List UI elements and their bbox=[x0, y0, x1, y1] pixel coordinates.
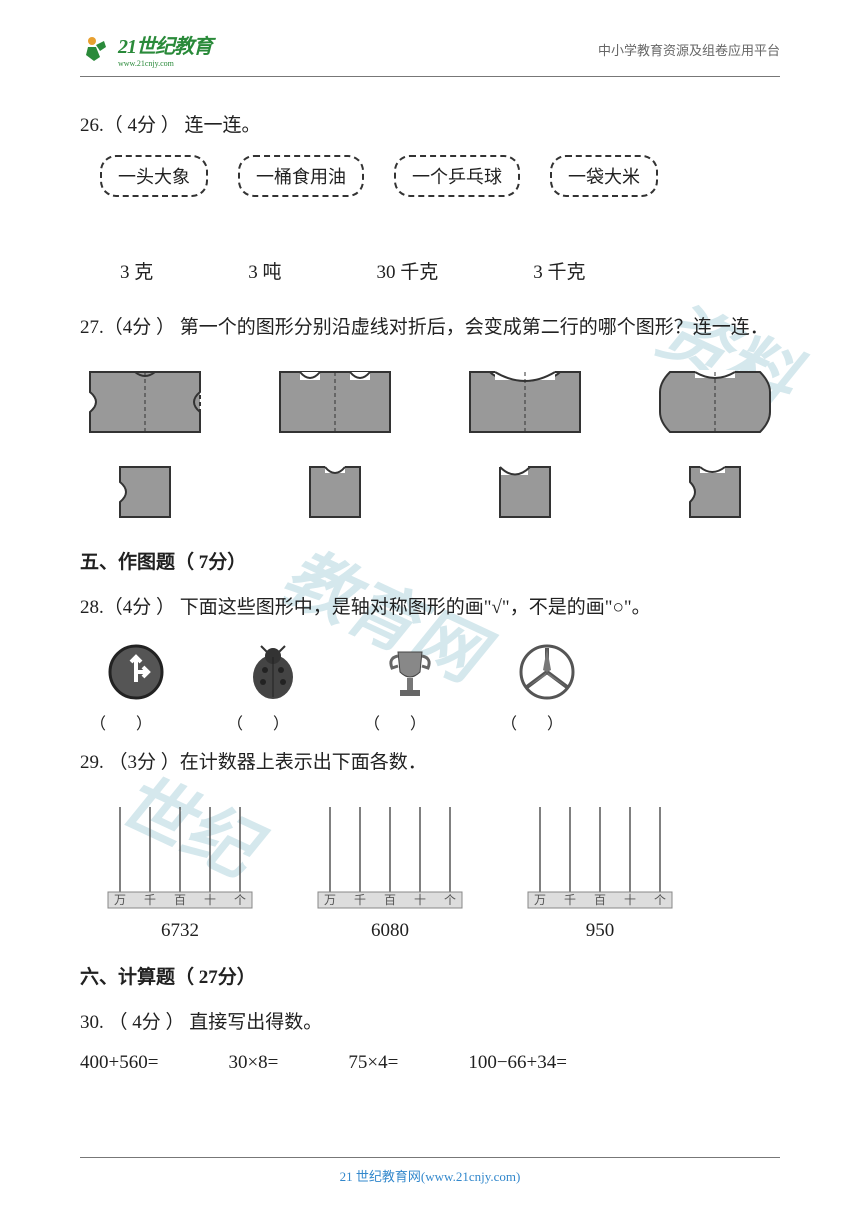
weight-label: 30 千克 bbox=[377, 257, 439, 284]
beetle-icon bbox=[243, 642, 303, 702]
logo-main-text: 21世纪教育 bbox=[118, 30, 212, 59]
svg-text:百: 百 bbox=[594, 893, 606, 907]
page-footer: 21 世纪教育网(www.21cnjy.com) bbox=[80, 1157, 780, 1186]
logo-area: 21世纪教育 www.21cnjy.com bbox=[80, 30, 212, 68]
abacus-2: 万 千 百 十 个 bbox=[310, 802, 470, 912]
svg-text:万: 万 bbox=[534, 893, 546, 907]
q29-abacus-row: 万 千 百 十 个 6732 万 千 百 十 个 6080 bbox=[100, 802, 780, 942]
calc-problem: 400+560= bbox=[80, 1052, 158, 1074]
q26-weights-row: 3 克 3 吨 30 千克 3 千克 bbox=[120, 257, 780, 284]
mercedes-icon bbox=[517, 642, 577, 702]
svg-text:千: 千 bbox=[144, 893, 156, 907]
folded-shape-1 bbox=[110, 457, 180, 527]
q27-prompt: 27.（4分 ） 第一个的图形分别沿虚线对折后，会变成第二行的哪个图形？连一连． bbox=[80, 309, 780, 347]
q26-items-row: 一头大象 一桶食用油 一个乒乓球 一袋大米 bbox=[100, 155, 780, 197]
answer-blank[interactable]: （） bbox=[227, 710, 319, 734]
answer-blank[interactable]: （） bbox=[364, 710, 456, 734]
fold-shape-3 bbox=[460, 362, 590, 442]
weight-label: 3 吨 bbox=[248, 257, 281, 284]
folded-shape-2 bbox=[300, 457, 370, 527]
svg-text:百: 百 bbox=[174, 893, 186, 907]
svg-text:千: 千 bbox=[564, 893, 576, 907]
match-item: 一个乒乓球 bbox=[394, 155, 520, 197]
answer-blank[interactable]: （） bbox=[501, 710, 593, 734]
svg-text:十: 十 bbox=[204, 893, 216, 907]
abacus-3: 万 千 百 十 个 bbox=[520, 802, 680, 912]
match-item: 一袋大米 bbox=[550, 155, 658, 197]
svg-text:十: 十 bbox=[624, 893, 636, 907]
svg-text:个: 个 bbox=[234, 893, 246, 907]
fold-shape-4 bbox=[650, 362, 780, 442]
match-item: 一头大象 bbox=[100, 155, 208, 197]
fold-shape-2 bbox=[270, 362, 400, 442]
logo-icon bbox=[80, 33, 112, 65]
svg-text:个: 个 bbox=[654, 893, 666, 907]
weight-label: 3 千克 bbox=[533, 257, 585, 284]
section5-header: 五、作图题（ 7分） bbox=[80, 547, 780, 574]
q30-prompt: 30. （ 4分 ） 直接写出得数。 bbox=[80, 1004, 780, 1042]
abacus-number: 6732 bbox=[161, 920, 199, 942]
svg-text:百: 百 bbox=[384, 893, 396, 907]
weight-label: 3 克 bbox=[120, 257, 153, 284]
q28-prompt: 28.（4分 ） 下面这些图形中，是轴对称图形的画"√"，不是的画"○"。 bbox=[80, 589, 780, 627]
svg-text:个: 个 bbox=[444, 893, 456, 907]
header-right-text: 中小学教育资源及组卷应用平台 bbox=[598, 40, 780, 59]
answer-blank[interactable]: （） bbox=[90, 710, 182, 734]
svg-text:万: 万 bbox=[114, 893, 126, 907]
calc-problem: 75×4= bbox=[348, 1052, 398, 1074]
q27-shapes-bottom bbox=[80, 457, 780, 527]
page-header: 21世纪教育 www.21cnjy.com 中小学教育资源及组卷应用平台 bbox=[80, 30, 780, 77]
fold-shape-1 bbox=[80, 362, 210, 442]
abacus-number: 950 bbox=[586, 920, 615, 942]
abacus-number: 6080 bbox=[371, 920, 409, 942]
q29-prompt: 29. （3分 ）在计数器上表示出下面各数． bbox=[80, 744, 780, 782]
match-item: 一桶食用油 bbox=[238, 155, 364, 197]
q27-shapes-top bbox=[80, 362, 780, 442]
footer-link[interactable]: 21 世纪教育网(www.21cnjy.com) bbox=[340, 1169, 521, 1184]
abacus-1: 万 千 百 十 个 bbox=[100, 802, 260, 912]
svg-text:千: 千 bbox=[354, 893, 366, 907]
calc-problem: 30×8= bbox=[228, 1052, 278, 1074]
folded-shape-3 bbox=[490, 457, 560, 527]
logo-sub-text: www.21cnjy.com bbox=[118, 59, 212, 68]
q26-prompt: 26.（ 4分 ） 连一连。 bbox=[80, 107, 780, 145]
folded-shape-4 bbox=[680, 457, 750, 527]
trophy-icon bbox=[380, 642, 440, 702]
svg-text:十: 十 bbox=[414, 893, 426, 907]
section6-header: 六、计算题（ 27分） bbox=[80, 962, 780, 989]
svg-text:万: 万 bbox=[324, 893, 336, 907]
calc-problem: 100−66+34= bbox=[468, 1052, 567, 1074]
q28-icons-row: （） （） （） （） bbox=[90, 642, 780, 734]
sign-icon bbox=[106, 642, 166, 702]
q30-problems: 400+560= 30×8= 75×4= 100−66+34= bbox=[80, 1052, 780, 1074]
